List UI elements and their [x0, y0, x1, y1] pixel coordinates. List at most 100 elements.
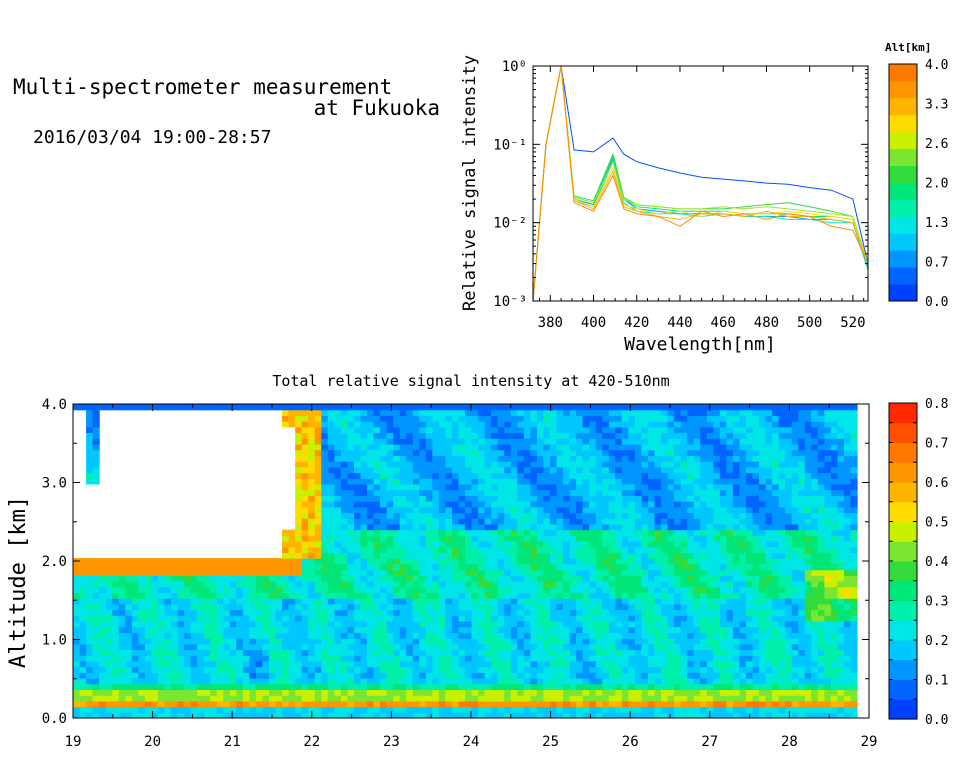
heatmap-cell: [275, 598, 283, 605]
heatmap-cell: [157, 615, 165, 622]
heatmap-cell: [138, 706, 146, 713]
heatmap-cell: [589, 483, 597, 491]
heatmap-cell: [497, 546, 505, 553]
heatmap-cell: [661, 415, 669, 422]
heatmap-cell: [92, 409, 100, 416]
heatmap-cell: [314, 546, 322, 553]
heatmap-cell: [478, 415, 486, 422]
heatmap-cell: [648, 672, 656, 679]
heatmap-cell: [576, 483, 584, 491]
heatmap-cell: [301, 581, 309, 588]
heatmap-cell: [347, 483, 355, 491]
heatmap-cell: [190, 558, 198, 565]
heatmap-cell: [86, 586, 94, 593]
heatmap-cell: [543, 638, 551, 645]
heatmap-cell: [602, 689, 610, 696]
heatmap-cell: [680, 689, 688, 696]
heatmap-cell: [314, 609, 322, 616]
heatmap-cell: [484, 660, 492, 668]
heatmap-cell: [504, 695, 512, 702]
heatmap-cell: [393, 558, 401, 565]
heatmap-cell: [595, 472, 603, 479]
heatmap-cell: [327, 712, 335, 718]
heatmap-cell: [125, 586, 133, 593]
heatmap-cell: [177, 563, 185, 571]
heatmap-cell: [582, 712, 590, 718]
heatmap-cell: [478, 518, 486, 525]
heatmap-cell: [86, 712, 94, 718]
heatmap-cell: [674, 449, 682, 456]
heatmap-cell: [184, 609, 192, 616]
heatmap-cell: [713, 415, 721, 422]
heatmap-cell: [262, 660, 270, 668]
heatmap-cell: [301, 512, 309, 519]
spectrum-line-4: [533, 66, 868, 301]
heatmap-cell: [706, 575, 714, 582]
heatmap-cell: [399, 643, 407, 651]
heatmap-cell: [445, 569, 453, 576]
heatmap-cell: [582, 518, 590, 525]
heatmap-cell: [719, 581, 727, 588]
heatmap-cell: [478, 655, 486, 662]
heatmap-cell: [386, 426, 394, 434]
heatmap-cell: [641, 632, 649, 639]
heatmap-cell: [282, 558, 290, 565]
heatmap-cell: [386, 546, 394, 553]
heatmap-cell: [628, 660, 636, 668]
heatmap-cell: [354, 615, 362, 622]
heatmap-cell: [530, 426, 538, 434]
altitude-colorbar-swatch: [889, 199, 917, 217]
heatmap-cell: [700, 495, 708, 502]
heatmap-cell: [412, 461, 420, 468]
heatmap-cell: [582, 575, 590, 582]
heatmap-cell: [465, 632, 473, 639]
heatmap-cell: [556, 478, 564, 485]
heatmap-cell: [295, 638, 303, 645]
heatmap-cell: [491, 649, 499, 656]
heatmap-cell: [706, 558, 714, 565]
heatmap-cell: [739, 512, 747, 519]
heatmap-cell: [726, 466, 734, 474]
heatmap-cell: [210, 655, 218, 662]
heatmap-cell: [667, 461, 675, 468]
altitude-colorbar-label: 0.0: [925, 295, 948, 310]
heatmap-cell: [373, 421, 381, 428]
heatmap-cell: [112, 689, 120, 696]
heatmap-cell: [465, 660, 473, 668]
heatmap-cell: [452, 689, 460, 696]
heatmap-cell: [661, 523, 669, 531]
heatmap-cell: [687, 466, 695, 474]
heatmap-cell: [118, 569, 126, 576]
heatmap-cell: [438, 655, 446, 662]
heatmap-cell: [347, 609, 355, 616]
heatmap-cell: [334, 678, 342, 685]
heatmap-cell: [569, 409, 577, 416]
heatmap-cell: [595, 489, 603, 496]
heatmap-cell: [563, 563, 571, 571]
heatmap-cell: [615, 592, 623, 599]
heatmap-cell: [445, 563, 453, 571]
heatmap-cell: [706, 672, 714, 679]
heatmap-cell: [262, 678, 270, 685]
heatmap-cell: [726, 483, 734, 491]
heatmap-cell: [79, 615, 87, 622]
heatmap-cell: [726, 712, 734, 718]
heatmap-cell: [706, 678, 714, 685]
heatmap-cell: [719, 569, 727, 576]
heatmap-cell: [543, 535, 551, 542]
heatmap-cell: [667, 678, 675, 685]
heatmap-cell: [399, 620, 407, 628]
heatmap-cell: [386, 466, 394, 474]
heatmap-cell: [661, 563, 669, 571]
heatmap-cell: [288, 603, 296, 611]
heatmap-cell: [732, 518, 740, 525]
heatmap-cell: [406, 563, 414, 571]
heatmap-cell: [608, 466, 616, 474]
heatmap-cell: [634, 472, 642, 479]
heatmap-cell: [693, 575, 701, 582]
heatmap-cell: [393, 444, 401, 451]
heatmap-cell: [713, 649, 721, 656]
heatmap-cell: [504, 609, 512, 616]
heatmap-cell: [380, 529, 388, 536]
heatmap-cell: [608, 655, 616, 662]
